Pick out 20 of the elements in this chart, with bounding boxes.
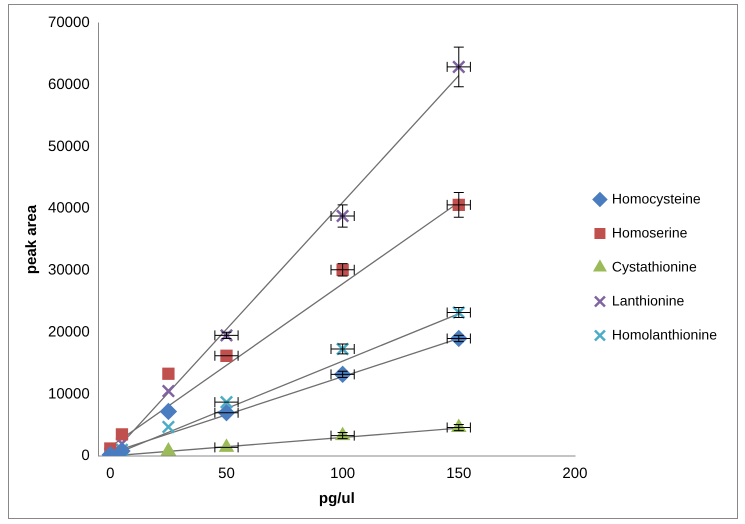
y-axis-title: peak area [23,204,40,274]
y-tick-label: 10000 [48,385,90,402]
y-tick-label: 30000 [48,262,90,279]
y-tick-label: 40000 [48,200,90,217]
y-tick-label: 50000 [48,138,90,155]
x-tick-label: 0 [106,465,114,482]
legend-label: Lanthionine [612,292,685,308]
legend-label: Homoserine [612,224,688,240]
x-tick-label: 100 [330,465,356,482]
x-tick-label: 150 [446,465,472,482]
y-tick-label: 60000 [48,76,90,93]
legend-label: Homolanthionine [612,326,718,342]
x-tick-label: 200 [562,465,588,482]
x-tick-label: 50 [218,465,235,482]
y-tick-label: 0 [81,447,90,464]
y-tick-label: 20000 [48,323,90,340]
legend-label: Cystathionine [612,258,697,274]
y-tick-label: 70000 [48,14,90,32]
x-axis-title: pg/ul [318,490,355,508]
legend-label: Homocysteine [612,190,701,206]
